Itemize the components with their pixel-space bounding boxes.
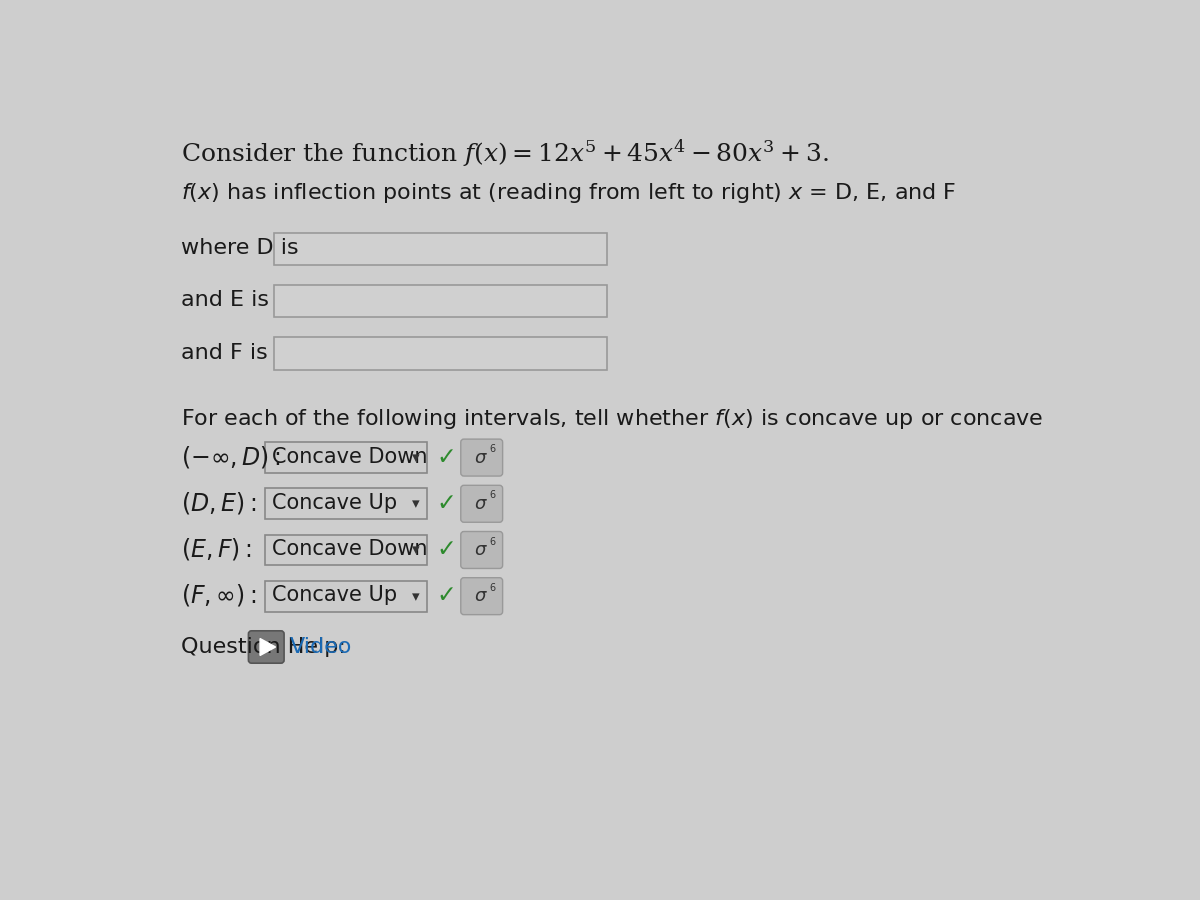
Text: 6: 6: [490, 582, 496, 593]
Text: Concave Up: Concave Up: [272, 585, 397, 606]
Text: ✓: ✓: [437, 537, 457, 562]
Text: Concave Down: Concave Down: [272, 446, 428, 467]
FancyBboxPatch shape: [274, 338, 607, 370]
Text: σ: σ: [474, 541, 486, 559]
Text: 6: 6: [490, 536, 496, 546]
Text: where D is: where D is: [181, 238, 299, 258]
FancyBboxPatch shape: [274, 285, 607, 318]
Text: ▾: ▾: [412, 496, 420, 511]
Text: ✓: ✓: [437, 445, 457, 469]
Text: ✓: ✓: [437, 491, 457, 515]
Text: ✓: ✓: [437, 583, 457, 608]
FancyBboxPatch shape: [265, 489, 427, 519]
Polygon shape: [260, 638, 276, 655]
Text: $(E, F):$: $(E, F):$: [181, 536, 252, 562]
FancyBboxPatch shape: [461, 485, 503, 522]
Text: $(-\infty, D):$: $(-\infty, D):$: [181, 444, 281, 470]
FancyBboxPatch shape: [274, 233, 607, 266]
Text: and F is: and F is: [181, 343, 268, 363]
FancyBboxPatch shape: [461, 439, 503, 476]
Text: σ: σ: [474, 448, 486, 466]
Text: 6: 6: [490, 444, 496, 454]
Text: For each of the following intervals, tell whether $f(x)$ is concave up or concav: For each of the following intervals, tel…: [181, 407, 1043, 431]
Text: ▾: ▾: [412, 589, 420, 604]
Text: and E is: and E is: [181, 291, 269, 310]
Text: $(F, \infty):$: $(F, \infty):$: [181, 582, 257, 608]
Text: ▾: ▾: [412, 450, 420, 465]
Text: Video: Video: [289, 637, 352, 657]
Text: Question Help:: Question Help:: [181, 637, 346, 657]
FancyBboxPatch shape: [248, 631, 284, 663]
Text: Consider the function $f(x) = 12x^5 + 45x^4 - 80x^3 + 3.$: Consider the function $f(x) = 12x^5 + 45…: [181, 138, 829, 169]
Text: $f(x)$ has inflection points at (reading from left to right) $x$ = D, E, and F: $f(x)$ has inflection points at (reading…: [181, 181, 956, 205]
FancyBboxPatch shape: [461, 578, 503, 615]
Text: 6: 6: [490, 491, 496, 500]
Text: σ: σ: [474, 495, 486, 513]
Text: Concave Up: Concave Up: [272, 493, 397, 513]
Text: Concave Down: Concave Down: [272, 539, 428, 559]
FancyBboxPatch shape: [265, 535, 427, 565]
FancyBboxPatch shape: [265, 442, 427, 473]
FancyBboxPatch shape: [265, 580, 427, 612]
Text: ▾: ▾: [412, 543, 420, 557]
Text: σ: σ: [474, 587, 486, 605]
Text: $(D, E):$: $(D, E):$: [181, 490, 257, 516]
FancyBboxPatch shape: [461, 532, 503, 569]
